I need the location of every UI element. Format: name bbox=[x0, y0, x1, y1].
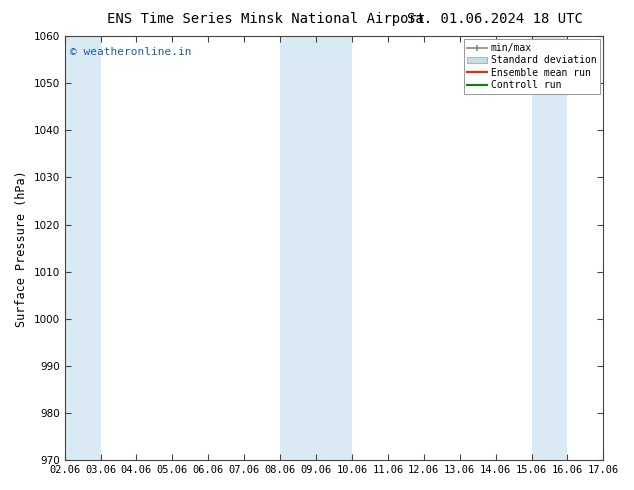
Legend: min/max, Standard deviation, Ensemble mean run, Controll run: min/max, Standard deviation, Ensemble me… bbox=[463, 39, 600, 94]
Bar bbox=[280, 36, 352, 460]
Text: ENS Time Series Minsk National Airport: ENS Time Series Minsk National Airport bbox=[107, 12, 425, 26]
Text: Sa. 01.06.2024 18 UTC: Sa. 01.06.2024 18 UTC bbox=[406, 12, 583, 26]
Bar bbox=[531, 36, 567, 460]
Y-axis label: Surface Pressure (hPa): Surface Pressure (hPa) bbox=[15, 170, 28, 326]
Text: © weatheronline.in: © weatheronline.in bbox=[70, 47, 191, 57]
Bar bbox=[65, 36, 101, 460]
